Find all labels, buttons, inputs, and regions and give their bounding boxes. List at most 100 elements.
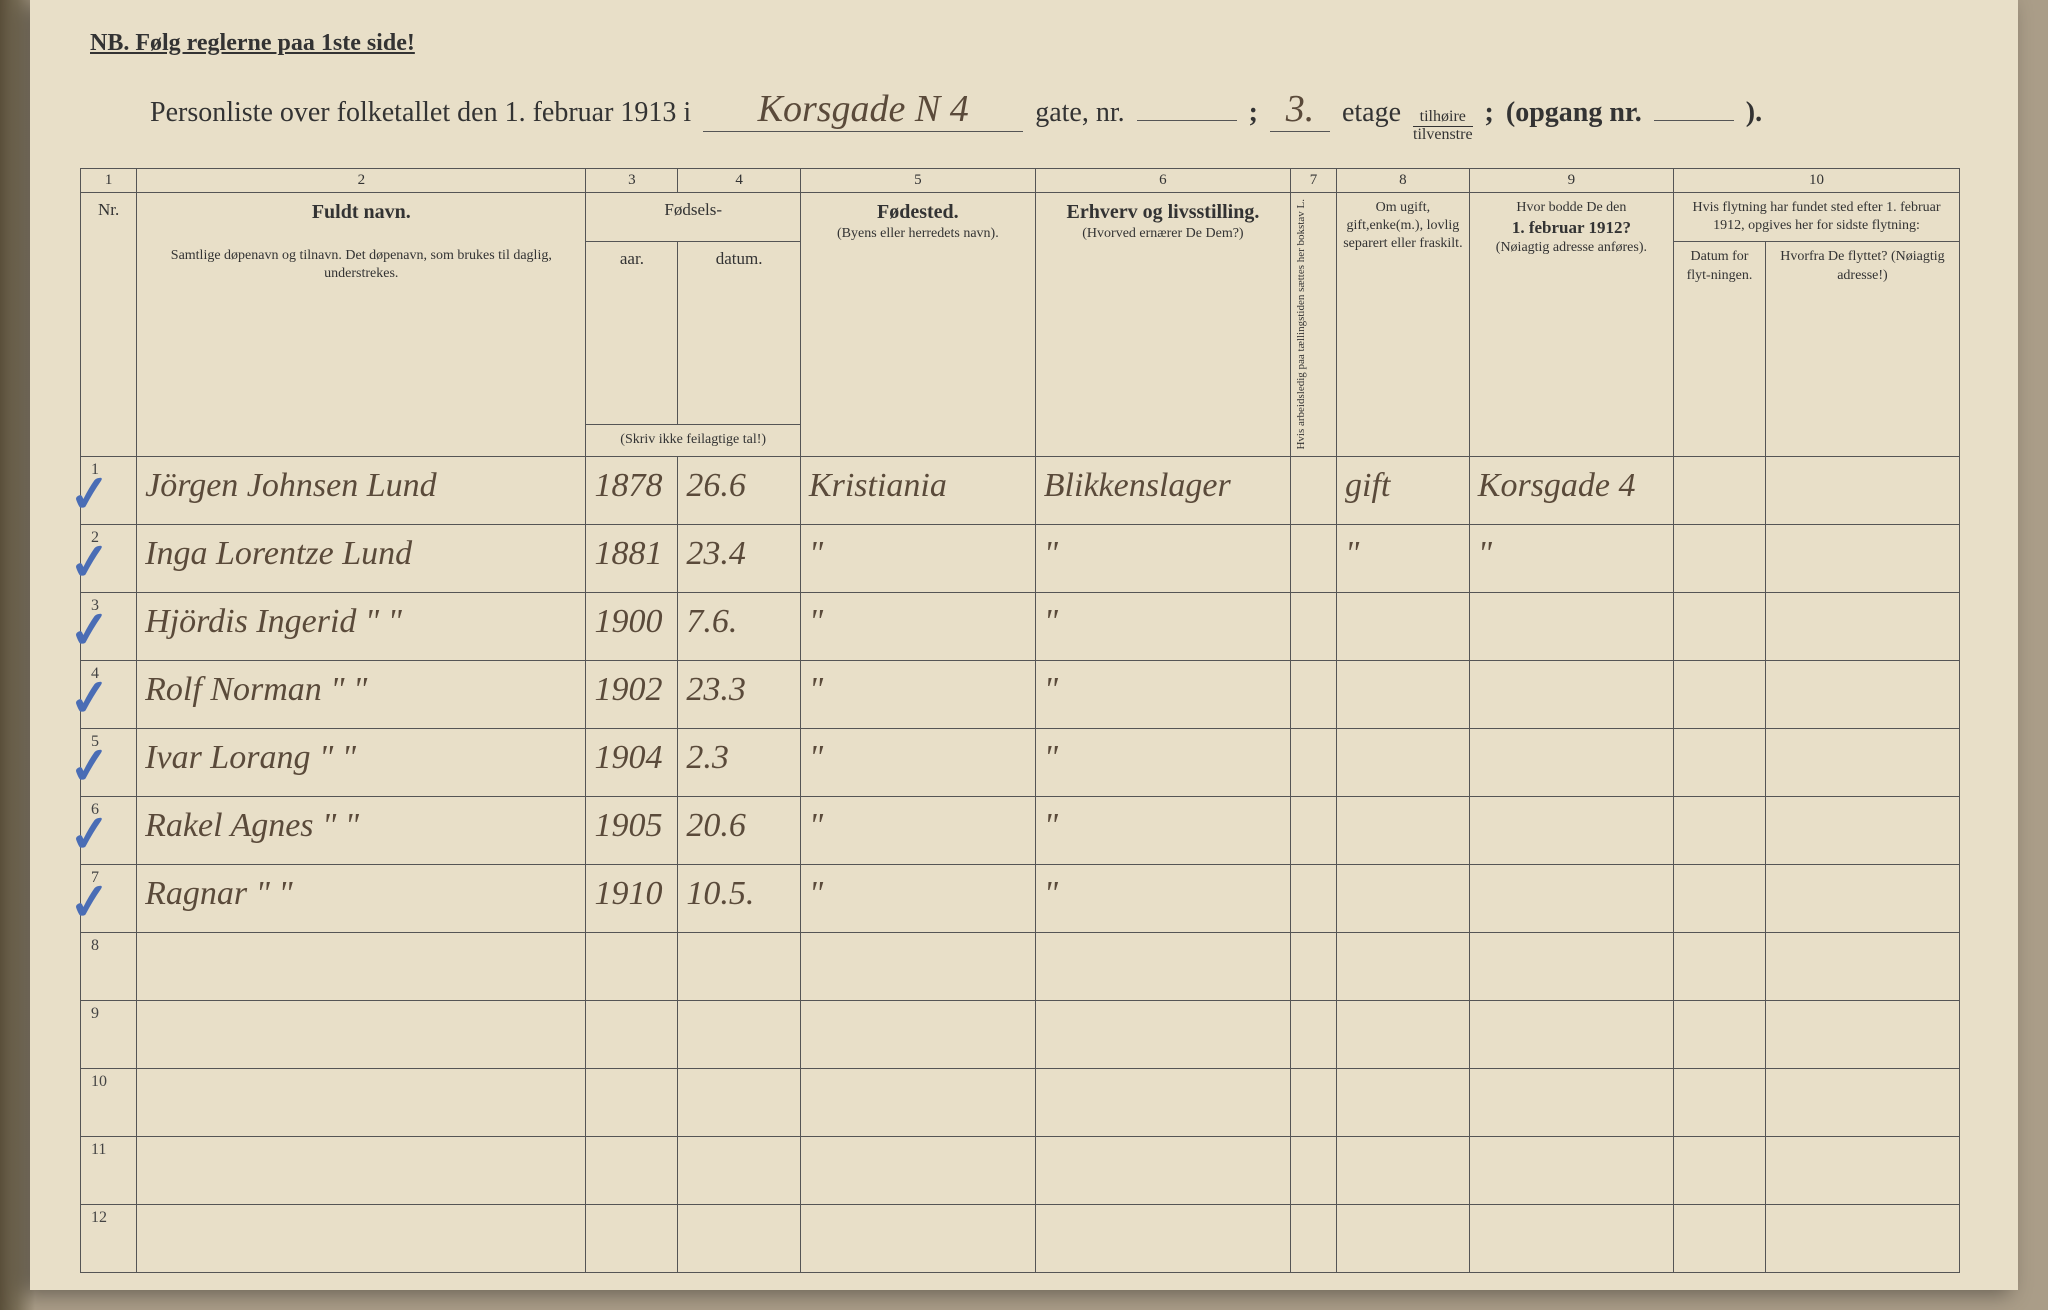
colnum: 2 xyxy=(137,169,586,193)
occupation-cell xyxy=(1035,1068,1290,1136)
prev-address-cell xyxy=(1469,1136,1673,1204)
birthplace-cell: " xyxy=(800,524,1035,592)
year-cell: 1881 xyxy=(586,524,678,592)
move-date-cell xyxy=(1674,1000,1766,1068)
move-date-cell xyxy=(1674,1204,1766,1272)
semi1: ; xyxy=(1249,97,1258,129)
unemployed-cell xyxy=(1291,728,1337,796)
name-cell: Rolf Norman " " xyxy=(137,660,586,728)
prev-address-cell xyxy=(1469,1000,1673,1068)
year-cell: 1902 xyxy=(586,660,678,728)
marital-cell: gift xyxy=(1337,456,1470,524)
marital-cell xyxy=(1337,592,1470,660)
marital-cell xyxy=(1337,1000,1470,1068)
move-date-cell xyxy=(1674,524,1766,592)
row-number: 12 xyxy=(81,1204,137,1272)
hdr-marital: Om ugift, gift,enke(m.), lovlig separert… xyxy=(1337,193,1470,457)
row-number: 4✓ xyxy=(81,660,137,728)
occupation-cell: " xyxy=(1035,796,1290,864)
prev-address-cell xyxy=(1469,1204,1673,1272)
unemployed-cell xyxy=(1291,660,1337,728)
census-table: 1 2 3 4 5 6 7 8 9 10 Nr. Fuldt navn. Sam… xyxy=(80,168,1960,1273)
checkmark-icon: ✓ xyxy=(67,531,114,592)
hdr-date: datum. xyxy=(678,242,801,425)
close-paren: ). xyxy=(1746,97,1762,129)
name-cell: Jörgen Johnsen Lund xyxy=(137,456,586,524)
marital-cell xyxy=(1337,1204,1470,1272)
name-cell: Rakel Agnes " " xyxy=(137,796,586,864)
prev-address-cell xyxy=(1469,864,1673,932)
unemployed-cell xyxy=(1291,932,1337,1000)
opgang-field xyxy=(1654,120,1734,121)
year-cell xyxy=(586,1204,678,1272)
move-date-cell xyxy=(1674,796,1766,864)
occupation-cell: " xyxy=(1035,728,1290,796)
colnum: 10 xyxy=(1674,169,1960,193)
hdr-prev-address: Hvor bodde De den 1. februar 1912? (Nøia… xyxy=(1469,193,1673,457)
row-number: 6✓ xyxy=(81,796,137,864)
birthplace-cell xyxy=(800,1000,1035,1068)
column-number-row: 1 2 3 4 5 6 7 8 9 10 xyxy=(81,169,1960,193)
name-cell xyxy=(137,1204,586,1272)
birthplace-cell: " xyxy=(800,728,1035,796)
move-from-cell xyxy=(1765,456,1959,524)
checkmark-icon: ✓ xyxy=(67,463,114,524)
occupation-cell xyxy=(1035,932,1290,1000)
unemployed-cell xyxy=(1291,524,1337,592)
birthplace-cell xyxy=(800,1068,1035,1136)
hdr-birthplace: Fødested. (Byens eller herredets navn). xyxy=(800,193,1035,457)
row-number: 8 xyxy=(81,932,137,1000)
row-number: 2✓ xyxy=(81,524,137,592)
page-content: NB. Følg reglerne paa 1ste side! Personl… xyxy=(70,30,1990,1273)
date-cell xyxy=(678,1068,801,1136)
checkmark-icon: ✓ xyxy=(67,667,114,728)
move-from-cell xyxy=(1765,1136,1959,1204)
prev-address-cell xyxy=(1469,660,1673,728)
year-cell xyxy=(586,1068,678,1136)
date-cell: 23.3 xyxy=(678,660,801,728)
date-cell: 7.6. xyxy=(678,592,801,660)
colnum: 5 xyxy=(800,169,1035,193)
prev-address-cell xyxy=(1469,796,1673,864)
row-number: 1✓ xyxy=(81,456,137,524)
unemployed-cell xyxy=(1291,796,1337,864)
move-from-cell xyxy=(1765,524,1959,592)
prev-address-cell: Korsgade 4 xyxy=(1469,456,1673,524)
table-row: 1✓Jörgen Johnsen Lund187826.6KristianiaB… xyxy=(81,456,1960,524)
marital-cell xyxy=(1337,1068,1470,1136)
hdr-birth-top: Fødsels- xyxy=(586,193,800,242)
move-from-cell xyxy=(1765,660,1959,728)
row-number: 5✓ xyxy=(81,728,137,796)
year-cell: 1904 xyxy=(586,728,678,796)
hdr-occupation: Erhverv og livsstilling. (Hvorved ernære… xyxy=(1035,193,1290,457)
prev-address-cell xyxy=(1469,728,1673,796)
table-row: 7✓Ragnar " "191010.5."" xyxy=(81,864,1960,932)
move-date-cell xyxy=(1674,864,1766,932)
date-cell: 2.3 xyxy=(678,728,801,796)
date-cell xyxy=(678,1136,801,1204)
unemployed-cell xyxy=(1291,1136,1337,1204)
birthplace-cell xyxy=(800,1204,1035,1272)
year-cell xyxy=(586,1136,678,1204)
row-number: 7✓ xyxy=(81,864,137,932)
move-date-cell xyxy=(1674,456,1766,524)
unemployed-cell xyxy=(1291,1000,1337,1068)
date-cell xyxy=(678,1000,801,1068)
birthplace-cell: Kristiania xyxy=(800,456,1035,524)
semi2: ; xyxy=(1485,97,1494,129)
year-cell xyxy=(586,1000,678,1068)
move-from-cell xyxy=(1765,932,1959,1000)
date-cell: 23.4 xyxy=(678,524,801,592)
nb-notice: NB. Følg reglerne paa 1ste side! xyxy=(90,30,1990,57)
name-cell: Ivar Lorang " " xyxy=(137,728,586,796)
table-row: 8 xyxy=(81,932,1960,1000)
header-line: Personliste over folketallet den 1. febr… xyxy=(150,87,1990,143)
marital-cell xyxy=(1337,864,1470,932)
name-cell xyxy=(137,932,586,1000)
occupation-cell: " xyxy=(1035,524,1290,592)
move-from-cell xyxy=(1765,1000,1959,1068)
move-from-cell xyxy=(1765,1068,1959,1136)
move-date-cell xyxy=(1674,592,1766,660)
unemployed-cell xyxy=(1291,1068,1337,1136)
gate-label: gate, nr. xyxy=(1035,97,1124,129)
